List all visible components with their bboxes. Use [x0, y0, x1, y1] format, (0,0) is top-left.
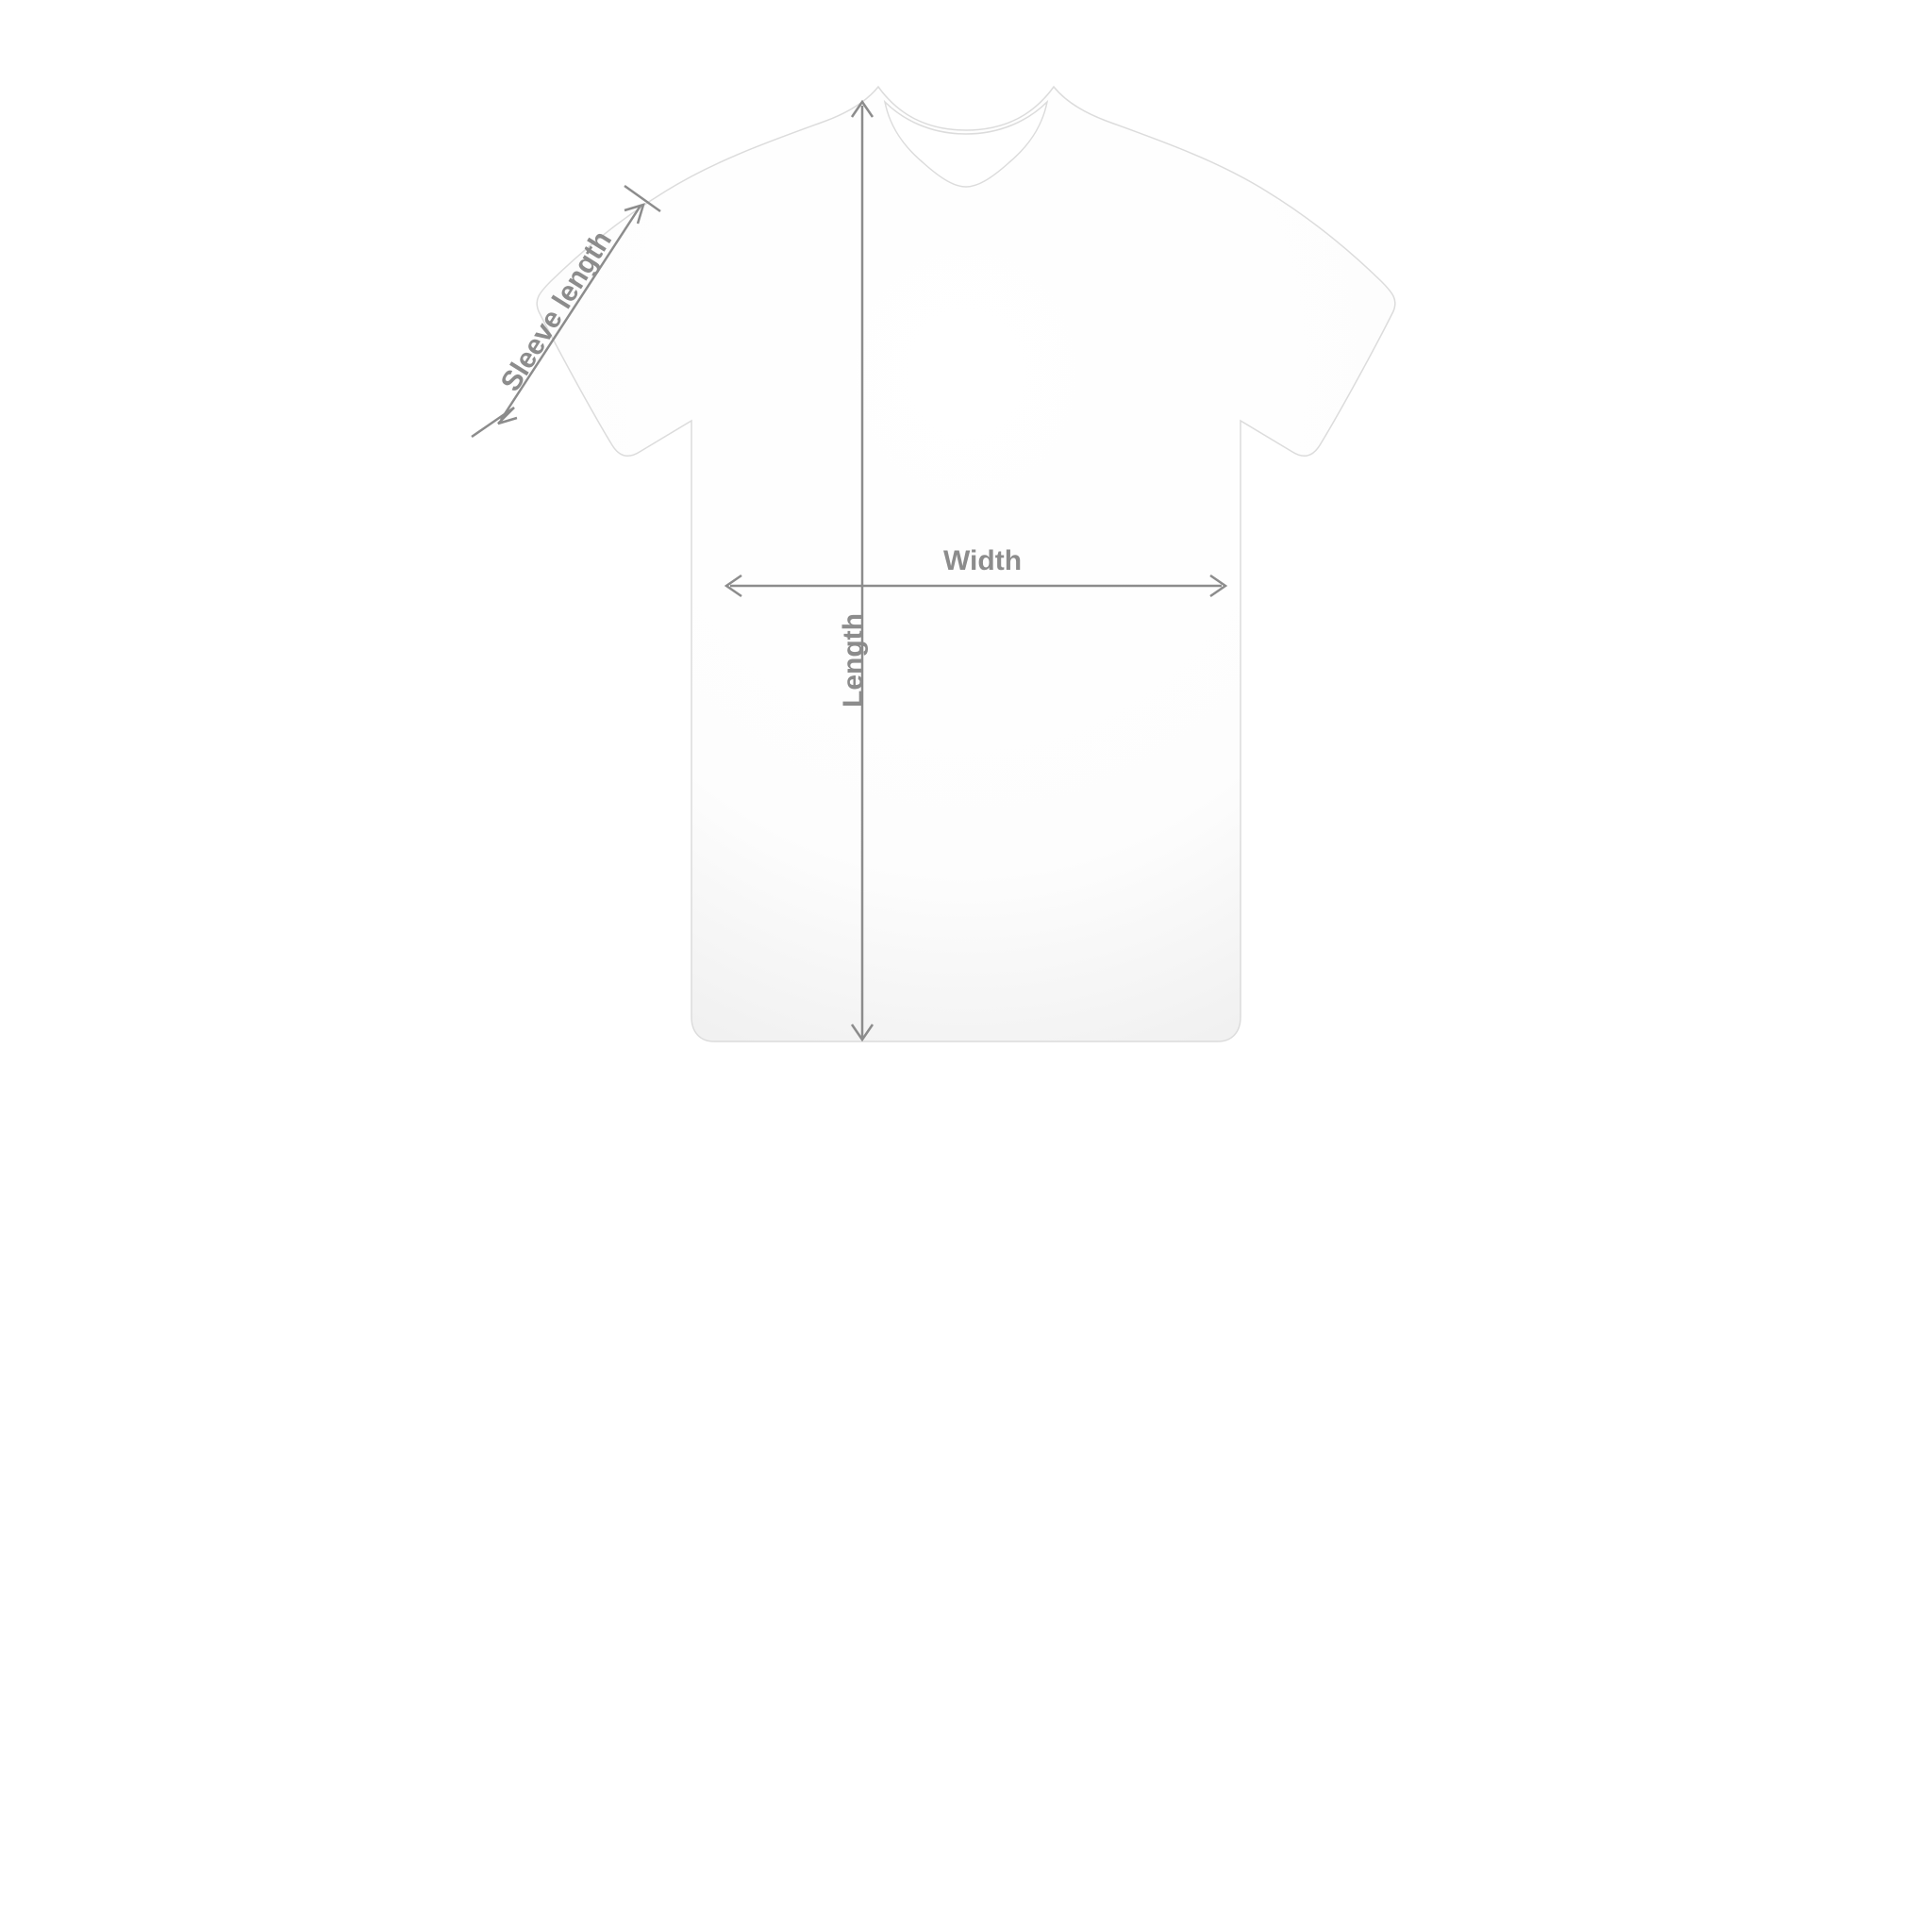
svg-text:Width: Width: [943, 545, 1022, 576]
svg-text:Length: Length: [838, 613, 869, 708]
